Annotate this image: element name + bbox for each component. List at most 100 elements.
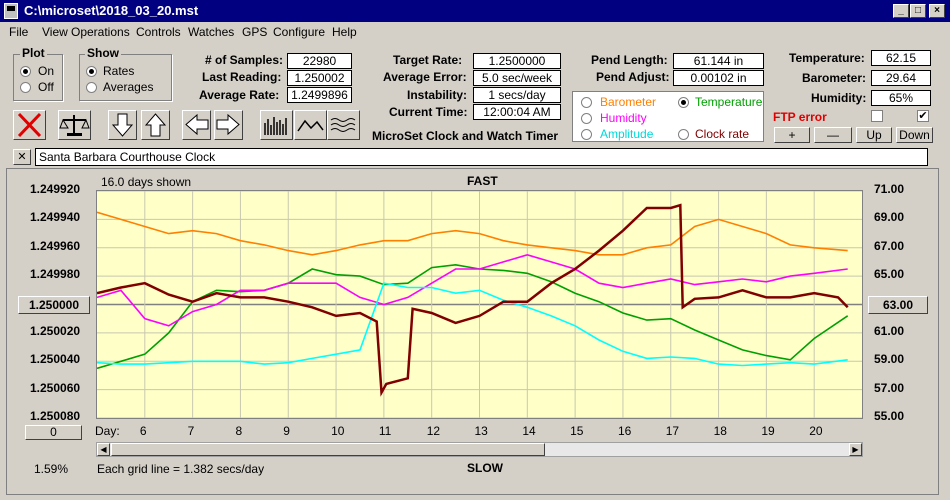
pend-length-label: Pend Length: <box>591 53 668 67</box>
line-graph-button[interactable] <box>294 110 327 140</box>
y-left-tick-label: 1.249920 <box>30 182 81 196</box>
x-tick-label: 7 <box>187 424 195 438</box>
waveform-icon <box>330 118 356 132</box>
show-averages-radio[interactable] <box>86 82 97 93</box>
title-bar: C:\microset\2018_03_20.mst _ □ × <box>0 0 950 22</box>
menu-configure[interactable]: Configure <box>273 25 326 39</box>
x-tick-label: 11 <box>378 424 392 438</box>
y-right-tick-label: 61.00 <box>874 323 905 338</box>
minimize-icon[interactable]: _ <box>893 4 909 18</box>
last-reading-value: 1.250002 <box>287 70 352 86</box>
average-error-value: 5.0 sec/week <box>473 70 561 86</box>
plus-button[interactable]: + <box>774 127 810 143</box>
percent-label: 1.59% <box>34 462 69 476</box>
minus-button[interactable]: — <box>814 127 852 143</box>
day-axis-label: Day: <box>95 424 120 438</box>
right-arrow-button[interactable] <box>214 110 243 140</box>
average-error-label: Average Error: <box>383 70 467 84</box>
stop-icon <box>17 112 42 138</box>
arrow-left-icon <box>185 113 209 136</box>
x-tick-label: 8 <box>235 424 243 438</box>
show-group <box>79 54 172 101</box>
x-tick-label: 16 <box>617 424 632 438</box>
scroll-left-icon[interactable]: ◀ <box>97 443 110 456</box>
menu-controls[interactable]: Controls <box>136 25 181 39</box>
instability-value: 1 secs/day <box>473 87 561 103</box>
show-rates-radio[interactable] <box>86 66 97 77</box>
menu-gps[interactable]: GPS <box>242 25 268 39</box>
up-arrow-button[interactable] <box>141 110 170 140</box>
amplitude-option: Amplitude <box>600 127 654 141</box>
down-arrow-button[interactable] <box>108 110 137 140</box>
offset-button[interactable]: 0 <box>25 425 82 440</box>
clock-rate-option: Clock rate <box>695 127 750 141</box>
plot-off-radio[interactable] <box>20 82 31 93</box>
close-icon[interactable]: × <box>929 4 945 18</box>
x-tick-label: 14 <box>522 424 536 438</box>
samples-value: 22980 <box>287 53 352 69</box>
humidity-radio[interactable] <box>581 113 592 124</box>
y-left-tick-label: 1.249940 <box>30 210 81 225</box>
arrow-up-icon <box>144 113 167 137</box>
watch-name-field[interactable]: Santa Barbara Courthouse Clock <box>35 148 928 166</box>
down-button[interactable]: Down <box>896 127 933 143</box>
x-tick-label: 19 <box>761 424 775 438</box>
horizontal-scrollbar[interactable]: ◀ ▶ <box>96 442 863 457</box>
line-graph-icon <box>297 119 324 132</box>
ftp-checkbox[interactable] <box>871 110 883 122</box>
show-averages-label: Averages <box>103 80 154 94</box>
target-rate-value: 1.2500000 <box>473 53 561 69</box>
window-title: C:\microset\2018_03_20.mst <box>24 3 199 18</box>
menu-operations[interactable]: Operations <box>71 25 130 39</box>
scroll-right-icon[interactable]: ▶ <box>849 443 862 456</box>
center-temp-button[interactable]: 63.00 <box>868 296 928 314</box>
y-left-tick-label: 1.250060 <box>30 380 81 395</box>
temperature-radio[interactable] <box>678 97 689 108</box>
temperature-value: 62.15 <box>871 50 931 66</box>
y-left-tick-label: 1.249960 <box>30 238 81 253</box>
plot-on-radio[interactable] <box>20 66 31 77</box>
up-button[interactable]: Up <box>856 127 892 143</box>
arrow-right-icon <box>216 113 240 136</box>
bar-graph-button[interactable] <box>260 110 293 140</box>
y-right-tick-label: 65.00 <box>874 267 905 282</box>
slow-label: SLOW <box>467 461 503 475</box>
instability-label: Instability: <box>407 88 468 102</box>
menu-file[interactable]: File <box>9 25 29 39</box>
bar-graph-icon <box>264 117 287 135</box>
barometer-option: Barometer <box>600 95 657 109</box>
y-left-tick-label: 1.250040 <box>30 352 81 367</box>
chart-svg <box>96 190 862 419</box>
menu-watches[interactable]: Watches <box>188 25 235 39</box>
pend-length-value: 61.144 in <box>673 53 764 69</box>
barometer-value: 29.64 <box>871 70 931 86</box>
x-tick-label: 17 <box>665 424 680 438</box>
maximize-icon[interactable]: □ <box>910 4 926 18</box>
center-rate-button[interactable]: 1.250000 <box>18 296 90 314</box>
waveform-button[interactable] <box>327 110 360 140</box>
humidity-value: 65% <box>871 90 931 106</box>
menu-view[interactable]: View <box>42 25 68 39</box>
series-barometer <box>96 211 848 256</box>
x-tick-label: 13 <box>474 424 488 438</box>
scroll-thumb[interactable] <box>111 443 545 456</box>
left-arrow-button[interactable] <box>182 110 211 140</box>
plot-off-label: Off <box>38 80 54 94</box>
target-rate-label: Target Rate: <box>393 53 463 67</box>
menu-help[interactable]: Help <box>332 25 357 39</box>
show-rates-label: Rates <box>103 64 135 78</box>
close-watch-button[interactable]: ✕ <box>13 149 31 165</box>
barometer-radio[interactable] <box>581 97 592 108</box>
ftp-checkbox-checked[interactable]: ✔ <box>917 110 929 122</box>
menu-bar: File View Operations Controls Watches GP… <box>0 22 950 42</box>
app-title: MicroSet Clock and Watch Timer <box>372 129 559 143</box>
pend-adjust-label: Pend Adjust: <box>596 70 670 84</box>
y-right-tick-label: 71.00 <box>874 182 905 196</box>
balance-button[interactable] <box>58 110 91 140</box>
stop-button[interactable] <box>13 110 46 140</box>
amplitude-radio[interactable] <box>581 129 592 140</box>
temperature-option: Temperature <box>695 95 763 109</box>
balance-icon <box>59 115 90 136</box>
y-left-tick-label: 1.250080 <box>30 409 81 423</box>
clock-rate-radio[interactable] <box>678 129 689 140</box>
